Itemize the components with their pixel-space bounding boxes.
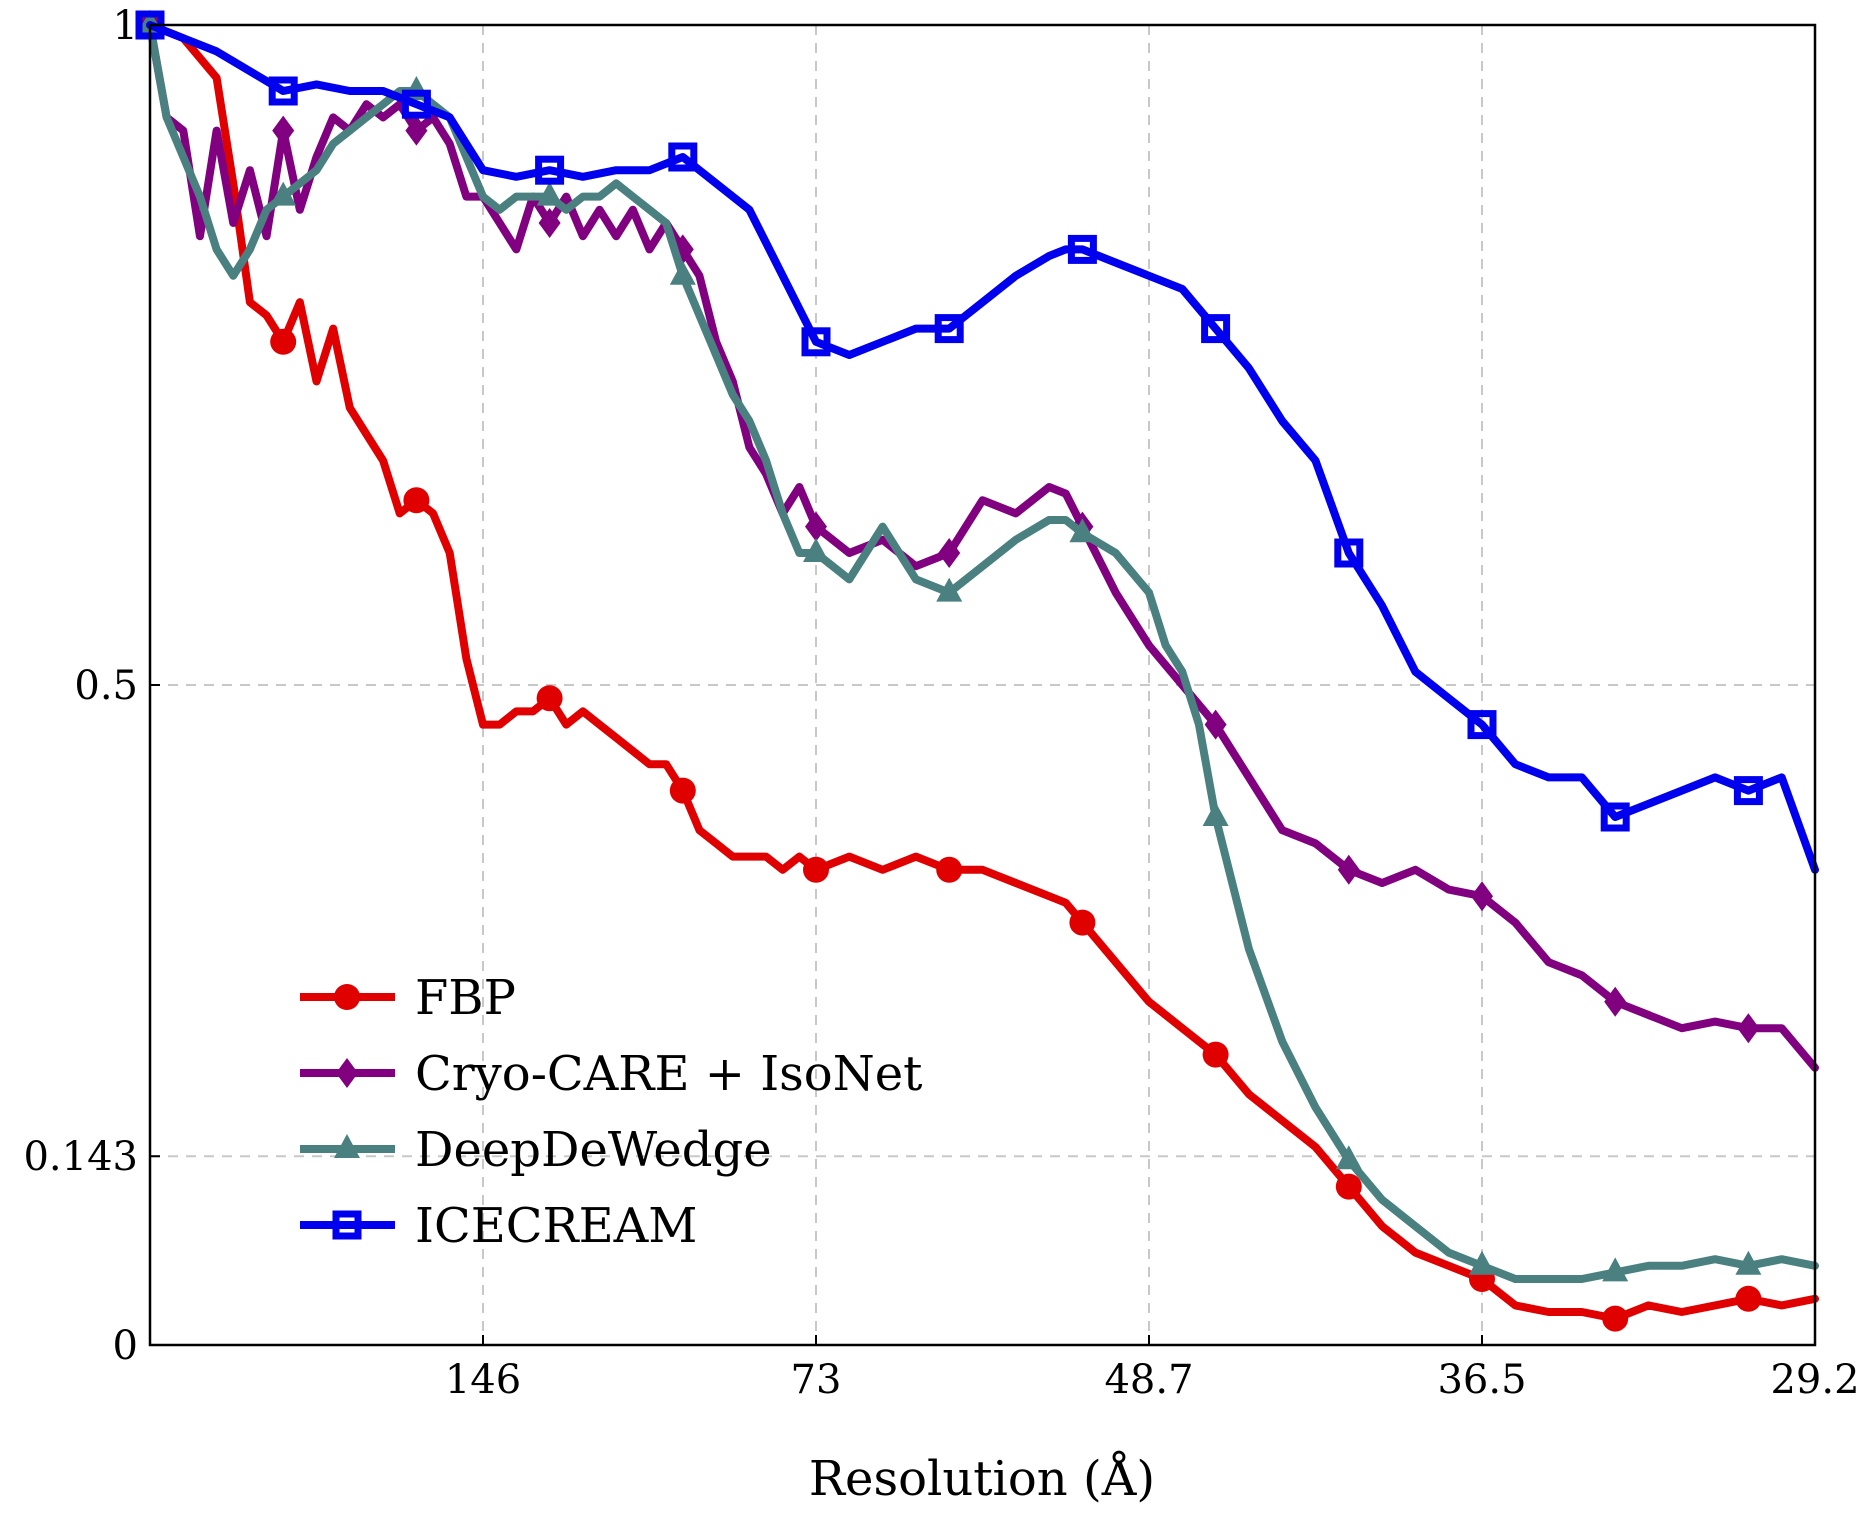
data-point-deepdewedge: [536, 181, 563, 206]
data-point-deepdewedge: [669, 260, 696, 285]
data-point-icecream: [1334, 538, 1364, 568]
data-point-fbp: [1069, 909, 1096, 936]
data-point-cryo-care-isonet: [272, 115, 295, 146]
legend-item-cryo-care-isonet: Cryo-CARE + IsoNet: [300, 1046, 922, 1102]
data-point-fbp: [270, 328, 297, 355]
x-tick-label: 36.5: [1437, 1357, 1526, 1403]
legend-swatch-marker: [334, 984, 360, 1010]
data-point-fbp: [803, 856, 829, 883]
series-line-icecream: [146, 21, 1819, 874]
data-point-icecream: [268, 76, 298, 106]
legend-item-icecream: ICECREAM: [300, 1198, 697, 1254]
legend-label: DeepDeWedge: [415, 1122, 772, 1178]
data-point-deepdewedge: [1735, 1250, 1762, 1275]
data-point-cryo-care-isonet: [1204, 709, 1227, 740]
data-point-fbp: [1335, 1173, 1362, 1200]
data-point-icecream: [1600, 802, 1630, 832]
data-point-deepdewedge: [1469, 1250, 1495, 1275]
series-fbp: [137, 12, 1819, 1332]
legend-item-deepdewedge: DeepDeWedge: [300, 1122, 772, 1178]
data-point-cryo-care-isonet: [1604, 986, 1627, 1017]
legend-swatch-marker: [332, 1210, 362, 1240]
series-cryo-care-isonet: [139, 10, 1819, 1072]
data-series: [135, 10, 1819, 1332]
data-point-cryo-care-isonet: [1737, 1013, 1760, 1044]
data-point-icecream: [401, 89, 431, 119]
data-point-deepdewedge: [936, 577, 963, 602]
data-point-cryo-care-isonet: [1337, 854, 1360, 885]
data-point-deepdewedge: [803, 538, 829, 562]
data-point-cryo-care-isonet: [405, 115, 428, 146]
data-point-cryo-care-isonet: [538, 208, 561, 238]
data-point-fbp: [536, 685, 563, 712]
data-point-icecream: [535, 155, 565, 185]
y-tick-label: 1: [113, 3, 138, 49]
y-tick-label: 0.5: [74, 663, 138, 709]
axis-ticks: 146 73 48.7 36.5 29.2 0 0.143 0.5 1: [23, 3, 1859, 1403]
legend-label: FBP: [415, 970, 516, 1026]
series-line-cryo-care-isonet: [146, 21, 1819, 1072]
x-tick-label: 73: [791, 1357, 842, 1403]
series-deepdewedge: [137, 10, 1819, 1283]
data-point-cryo-care-isonet: [805, 511, 827, 542]
data-point-fbp: [1602, 1305, 1629, 1332]
y-tick-label: 0: [113, 1323, 138, 1369]
data-point-fbp: [936, 856, 963, 883]
legend-swatch-marker: [334, 1134, 360, 1158]
data-point-deepdewedge: [1069, 518, 1096, 543]
series-line-fbp: [146, 21, 1819, 1323]
legend-label: ICECREAM: [415, 1198, 697, 1254]
data-point-fbp: [403, 487, 430, 514]
data-point-icecream: [1201, 314, 1231, 344]
data-point-icecream: [668, 142, 698, 172]
grid-lines: [150, 25, 1815, 1345]
data-point-icecream: [801, 327, 831, 357]
data-point-deepdewedge: [270, 181, 297, 206]
data-point-icecream: [1067, 234, 1097, 264]
series-line-deepdewedge: [146, 21, 1819, 1283]
data-point-fbp: [1735, 1285, 1762, 1312]
data-point-fbp: [1202, 1041, 1229, 1068]
data-point-fbp: [669, 777, 696, 804]
x-tick-label: 48.7: [1104, 1357, 1193, 1403]
data-point-deepdewedge: [1202, 802, 1229, 826]
data-point-icecream: [1733, 776, 1763, 806]
legend: FBP Cryo-CARE + IsoNet DeepDeWedge ICECREAM: [300, 970, 922, 1254]
data-point-cryo-care-isonet: [938, 538, 961, 568]
x-tick-label: 29.2: [1770, 1357, 1859, 1403]
series-icecream: [135, 10, 1819, 874]
x-axis-title: Resolution (Å): [809, 1450, 1155, 1507]
data-point-cryo-care-isonet: [1471, 881, 1493, 912]
legend-label: Cryo-CARE + IsoNet: [415, 1046, 922, 1102]
legend-item-fbp: FBP: [300, 970, 516, 1026]
x-tick-label: 146: [445, 1357, 521, 1403]
data-point-deepdewedge: [1602, 1257, 1629, 1282]
y-tick-label: 0.143: [23, 1134, 138, 1180]
data-point-icecream: [934, 314, 964, 344]
data-point-deepdewedge: [1335, 1145, 1362, 1170]
data-point-icecream: [1467, 710, 1497, 740]
legend-swatch-marker: [336, 1058, 358, 1088]
